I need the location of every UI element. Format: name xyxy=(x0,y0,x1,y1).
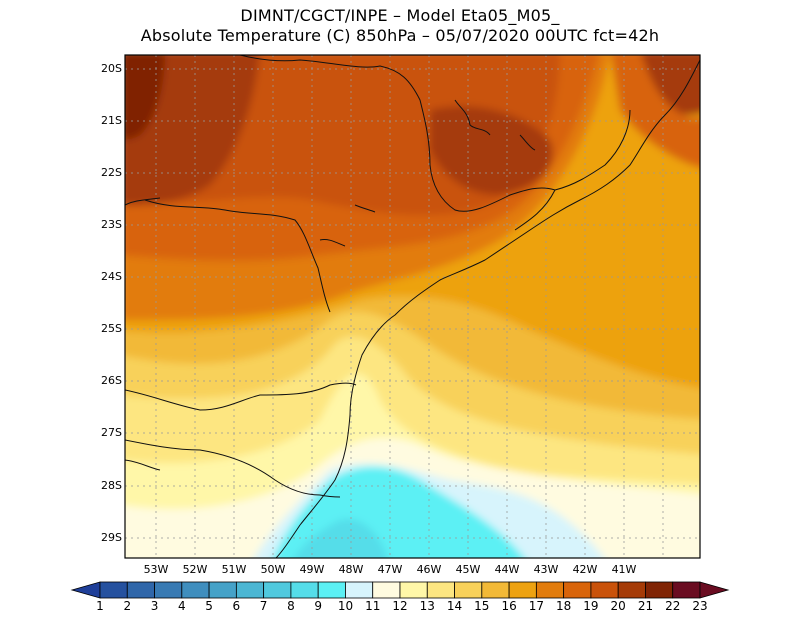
state-border-sp-pr xyxy=(144,199,331,313)
colorbar-label: 3 xyxy=(150,599,159,613)
lon-label: 50W xyxy=(260,563,286,576)
colorbar-label: 22 xyxy=(665,599,681,613)
colorbar-left-arrow xyxy=(70,581,101,599)
colorbar-swatch xyxy=(645,581,674,599)
lon-label: 51W xyxy=(221,563,247,576)
colorbar-swatch xyxy=(508,581,537,599)
lat-label: 28S xyxy=(101,479,122,492)
political-boundaries xyxy=(125,55,700,558)
colorbar-swatch xyxy=(672,581,701,599)
colorbar-label: 18 xyxy=(555,599,572,613)
lon-label: 44W xyxy=(494,563,520,576)
colorbar-swatch xyxy=(617,581,646,599)
colorbar-swatch xyxy=(235,581,265,599)
colorbar-label: 20 xyxy=(610,599,626,613)
map-title-line1: DIMNT/CGCT/INPE – Model Eta05_M05_ xyxy=(240,6,560,25)
colorbar-swatch xyxy=(590,581,619,599)
colorbar-right-arrow xyxy=(699,581,730,599)
lon-label: 46W xyxy=(416,563,442,576)
border-argentina xyxy=(125,459,161,471)
state-border-sc-rs xyxy=(125,439,341,498)
lon-label: 41W xyxy=(611,563,637,576)
colorbar-label: 11 xyxy=(365,599,381,613)
lat-label: 23S xyxy=(101,218,122,231)
colorbar-label: 21 xyxy=(637,599,654,613)
colorbar-label: 5 xyxy=(205,599,213,613)
field-band-9 xyxy=(294,519,388,558)
lon-label: 49W xyxy=(299,563,325,576)
colorbar-swatch xyxy=(290,581,319,599)
colorbar-swatch xyxy=(535,581,565,599)
colorbar-label: 1 xyxy=(96,599,104,613)
lon-label: 42W xyxy=(572,563,598,576)
colorbar-label: 9 xyxy=(314,599,322,613)
colorbar-label: 13 xyxy=(419,599,435,613)
map-frame xyxy=(124,54,701,559)
colorbar-label: 12 xyxy=(392,599,408,613)
colorbar-swatch xyxy=(481,581,510,599)
colorbar-label: 19 xyxy=(583,599,599,613)
colorbar-swatch xyxy=(454,581,483,599)
lon-label: 53W xyxy=(143,563,169,576)
colorbar-swatch xyxy=(426,581,455,599)
state-border-rj xyxy=(514,189,556,231)
colorbar-swatch xyxy=(126,581,155,599)
field-band-22 xyxy=(125,55,165,140)
lon-label: 52W xyxy=(182,563,208,576)
border-ms-sp xyxy=(125,197,161,206)
colorbar-label: 14 xyxy=(446,599,463,613)
colorbar-swatch xyxy=(399,581,428,599)
colorbar-label: 10 xyxy=(337,599,354,613)
lat-label: 22S xyxy=(101,166,122,179)
colorbar-label: 16 xyxy=(501,599,517,613)
lat-label: 24S xyxy=(101,270,122,283)
colorbar-swatch xyxy=(99,581,128,599)
temperature-field xyxy=(125,55,700,558)
colorbar-swatch xyxy=(154,581,183,599)
field-band-19-ne xyxy=(610,55,700,168)
coastline xyxy=(275,59,700,558)
colorbar-label: 15 xyxy=(474,599,490,613)
lon-label: 48W xyxy=(338,563,364,576)
lon-label: 45W xyxy=(455,563,481,576)
lat-label: 20S xyxy=(101,62,122,75)
state-border-pr-sc xyxy=(125,382,357,411)
lat-label: 26S xyxy=(101,374,122,387)
colorbar-label: 17 xyxy=(528,599,544,613)
lat-label: 27S xyxy=(101,426,122,439)
colorbar-swatch xyxy=(208,581,237,599)
colorbar-label: 23 xyxy=(692,599,708,613)
reservoirs xyxy=(319,99,536,247)
colorbar-swatch xyxy=(263,581,292,599)
colorbar xyxy=(70,581,730,599)
colorbar-swatch xyxy=(181,581,210,599)
colorbar-label: 7 xyxy=(259,599,268,613)
colorbar-swatch xyxy=(317,581,346,599)
map-title-line2: Absolute Temperature (C) 850hPa – 05/07/… xyxy=(140,26,660,45)
colorbar-label: 2 xyxy=(123,599,132,613)
colorbar-label: 6 xyxy=(232,599,241,613)
colorbar-swatch xyxy=(563,581,592,599)
state-border-mg-sp xyxy=(239,55,631,212)
lat-label: 25S xyxy=(101,322,122,335)
lat-label: 21S xyxy=(101,114,122,127)
colorbar-label: 4 xyxy=(177,599,186,613)
colorbar-label: 8 xyxy=(287,599,295,613)
lat-label: 29S xyxy=(101,531,122,544)
lon-label: 43W xyxy=(533,563,559,576)
colorbar-swatch xyxy=(372,581,401,599)
colorbar-swatch xyxy=(345,581,374,599)
lon-label: 47W xyxy=(377,563,403,576)
